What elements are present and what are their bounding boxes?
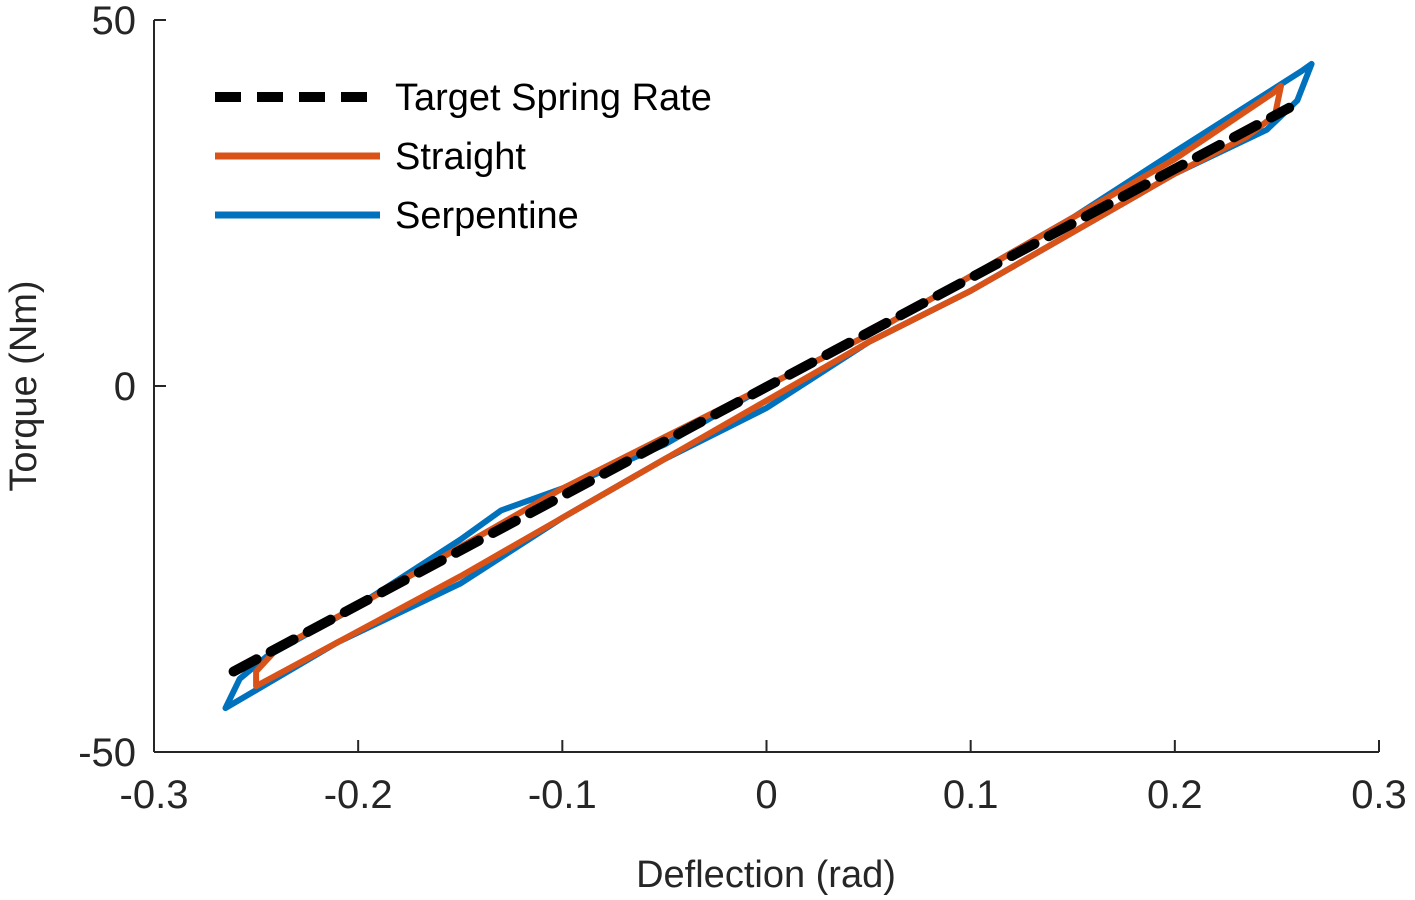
x-tick-label: 0.3: [1351, 773, 1407, 817]
y-tick-label: 50: [92, 0, 137, 43]
legend-label: Serpentine: [395, 195, 579, 237]
x-tick-label: -0.2: [324, 773, 393, 817]
x-tick-label: 0.2: [1147, 773, 1203, 817]
x-tick-label: -0.3: [120, 773, 189, 817]
x-tick-label: -0.1: [528, 773, 597, 817]
series-line-target-spring-rate: [228, 102, 1295, 677]
y-tick-label: 0: [114, 365, 136, 409]
y-axis-title: Torque (Nm): [3, 280, 45, 491]
ticks: -0.3 -0.2 -0.1 0 0.1 0.2 0.3 -50 0 50: [78, 0, 1407, 817]
legend-label: Straight: [395, 136, 526, 178]
y-tick-label: -50: [78, 731, 136, 775]
x-tick-label: 0: [755, 773, 777, 817]
plot-area: [222, 60, 1315, 712]
legend: Target Spring Rate Straight Serpentine: [215, 77, 712, 237]
x-tick-label: 0.1: [943, 773, 999, 817]
x-axis-title: Deflection (rad): [636, 854, 896, 896]
legend-label: Target Spring Rate: [395, 77, 712, 119]
